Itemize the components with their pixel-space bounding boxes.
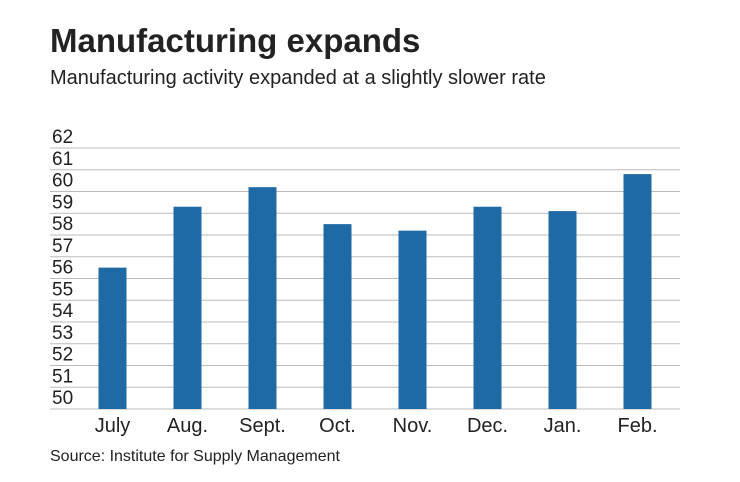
bar <box>398 230 427 409</box>
source-note: Source: Institute for Supply Management <box>50 448 340 465</box>
bar <box>173 206 202 409</box>
y-tick-label: 59 <box>52 192 73 213</box>
y-tick-label: 55 <box>52 279 73 300</box>
bar <box>473 206 502 409</box>
x-tick-label: Nov. <box>393 415 433 437</box>
chart-subtitle: Manufacturing activity expanded at a sli… <box>50 67 546 89</box>
y-tick-label: 57 <box>52 236 73 257</box>
x-tick-label: Aug. <box>167 415 208 437</box>
y-tick-label: 60 <box>52 171 73 192</box>
y-tick-label: 62 <box>52 127 73 148</box>
bar <box>248 187 277 409</box>
x-tick-label: Dec. <box>467 415 508 437</box>
x-tick-label: Sept. <box>239 415 286 437</box>
y-tick-label: 51 <box>52 366 73 387</box>
y-tick-label: 61 <box>52 149 73 170</box>
x-tick-label: Jan. <box>544 415 582 437</box>
y-tick-label: 50 <box>52 388 73 409</box>
x-tick-label: Feb. <box>617 415 657 437</box>
bar <box>323 224 352 409</box>
bar <box>98 267 127 409</box>
y-tick-label: 54 <box>52 301 74 322</box>
chart-title: Manufacturing expands <box>50 22 420 59</box>
y-tick-label: 53 <box>52 323 73 344</box>
x-tick-label: Oct. <box>319 415 356 437</box>
bar <box>548 211 577 409</box>
y-tick-label: 56 <box>52 258 73 279</box>
y-tick-label: 52 <box>52 345 73 366</box>
x-tick-label: July <box>95 415 131 437</box>
y-tick-label: 58 <box>52 214 73 235</box>
bar <box>623 174 652 409</box>
